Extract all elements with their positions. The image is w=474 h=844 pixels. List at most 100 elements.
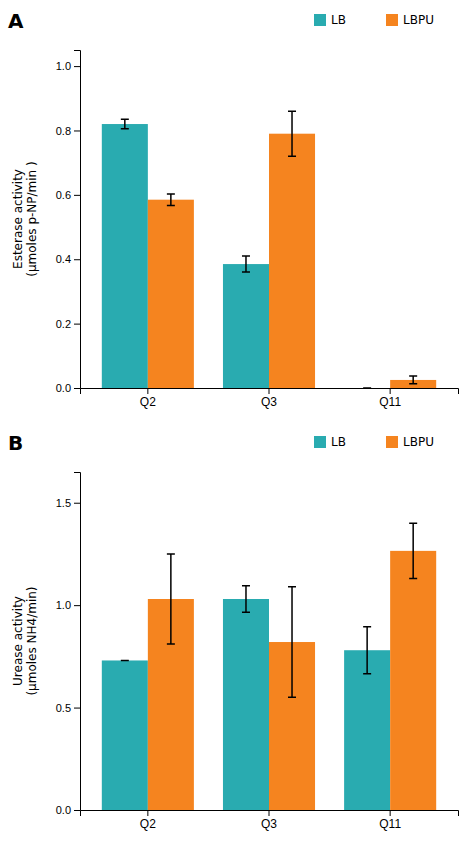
y-tick-mark	[74, 324, 80, 325]
y-tick-label: 1.5	[56, 497, 71, 509]
y-tick-label: 1.0	[56, 60, 71, 72]
panel: 0.0 0.5 1.0 1.5 Q2 Q3 Q11 Urease activity(µmole…	[8, 431, 459, 831]
y-tick: 1.0	[56, 60, 80, 72]
x-tick-label: Q11	[379, 395, 401, 409]
plot-area	[102, 523, 436, 810]
legend-item: LBPU	[386, 435, 434, 449]
y-axis-title: Urease activity(µmoles NH4/min)	[11, 586, 39, 695]
bar	[148, 200, 194, 388]
error-bar	[242, 256, 250, 272]
error-bar	[242, 586, 250, 613]
error-bar	[409, 376, 417, 384]
x-tick: Q2	[140, 810, 156, 831]
y-tick: 0.2	[56, 318, 80, 330]
bar	[390, 551, 436, 810]
x-axis-line	[81, 389, 459, 395]
y-tick: 1.5	[56, 497, 80, 509]
y-tick: 0.5	[56, 702, 80, 714]
x-tick-label: Q11	[379, 817, 401, 831]
bar-series	[148, 111, 436, 388]
panel-label: A	[8, 9, 24, 33]
y-axis: 0.0 0.2 0.4 0.6 0.8 1.0	[56, 51, 81, 395]
y-tick-label: 0.2	[56, 318, 71, 330]
x-tick: Q2	[140, 388, 156, 409]
x-tick-label: Q2	[140, 395, 156, 409]
y-axis: 0.0 0.5 1.0 1.5	[56, 473, 81, 817]
error-bar	[121, 660, 129, 662]
legend-swatch	[314, 14, 326, 26]
y-tick-mark	[74, 130, 80, 131]
y-tick-mark	[74, 195, 80, 196]
y-tick-mark	[74, 708, 80, 709]
x-tick-mark	[390, 810, 391, 816]
error-bar	[288, 111, 296, 156]
y-tick-label: 0.0	[56, 804, 71, 816]
x-tick: Q3	[261, 388, 277, 409]
legend: LB LBPU	[314, 13, 434, 27]
x-axis: Q2 Q3 Q11	[81, 810, 459, 831]
legend-item: LB	[314, 435, 346, 449]
legend-label: LB	[331, 13, 346, 27]
bar	[344, 388, 390, 389]
error-bar	[167, 554, 175, 644]
y-tick-label: 0.0	[56, 382, 71, 394]
bar	[223, 599, 269, 810]
legend: LB LBPU	[314, 435, 434, 449]
bar-series	[102, 119, 371, 388]
y-tick-mark	[74, 66, 80, 67]
error-bar	[167, 194, 175, 206]
y-axis-line	[74, 473, 81, 811]
legend-label: LB	[331, 435, 346, 449]
y-axis-line	[74, 51, 81, 389]
plot-area	[102, 111, 436, 388]
y-tick: 1.0	[56, 599, 80, 611]
y-tick-label: 0.5	[56, 702, 71, 714]
panel: 0.0 0.2 0.4 0.6 0.8 1.0 Q2 Q3 Q11 Esterase activi…	[8, 9, 459, 409]
error-bar	[363, 387, 371, 388]
legend-label: LBPU	[403, 13, 434, 27]
y-tick-label: 1.0	[56, 599, 71, 611]
y-tick-label: 0.4	[56, 253, 71, 265]
x-tick-mark	[147, 810, 148, 816]
y-tick-mark	[74, 388, 80, 389]
y-axis-title: Esterase activity(µmoles p-NP/min )	[11, 161, 39, 276]
x-tick: Q11	[379, 810, 401, 831]
x-tick-mark	[269, 810, 270, 816]
error-bar	[363, 627, 371, 674]
panel-label: B	[8, 431, 23, 455]
x-tick-mark	[390, 388, 391, 394]
y-tick: 0.0	[56, 804, 80, 816]
y-tick: 0.4	[56, 253, 80, 265]
legend-swatch	[386, 436, 398, 448]
bar	[102, 660, 148, 810]
bar-series	[148, 523, 436, 810]
error-bar	[409, 523, 417, 578]
bar-series	[102, 586, 390, 810]
y-tick-mark	[74, 810, 80, 811]
y-tick-mark	[74, 503, 80, 504]
x-tick-mark	[147, 388, 148, 394]
bar	[223, 264, 269, 388]
x-tick: Q11	[379, 388, 401, 409]
bar	[269, 134, 315, 388]
y-tick-label: 0.8	[56, 124, 71, 136]
error-bar	[121, 119, 129, 129]
y-tick-label: 0.6	[56, 189, 71, 201]
y-tick-mark	[74, 605, 80, 606]
error-bar	[288, 587, 296, 698]
x-tick-label: Q3	[261, 395, 277, 409]
x-tick-label: Q3	[261, 817, 277, 831]
y-tick: 0.6	[56, 189, 80, 201]
x-axis: Q2 Q3 Q11	[81, 388, 459, 409]
legend-item: LBPU	[386, 13, 434, 27]
legend-item: LB	[314, 13, 346, 27]
legend-label: LBPU	[403, 435, 434, 449]
legend-swatch	[386, 14, 398, 26]
legend-swatch	[314, 436, 326, 448]
bar	[102, 124, 148, 388]
x-axis-line	[81, 811, 459, 817]
y-tick: 0.8	[56, 124, 80, 136]
y-tick-mark	[74, 259, 80, 260]
x-tick: Q3	[261, 810, 277, 831]
x-tick-mark	[269, 388, 270, 394]
